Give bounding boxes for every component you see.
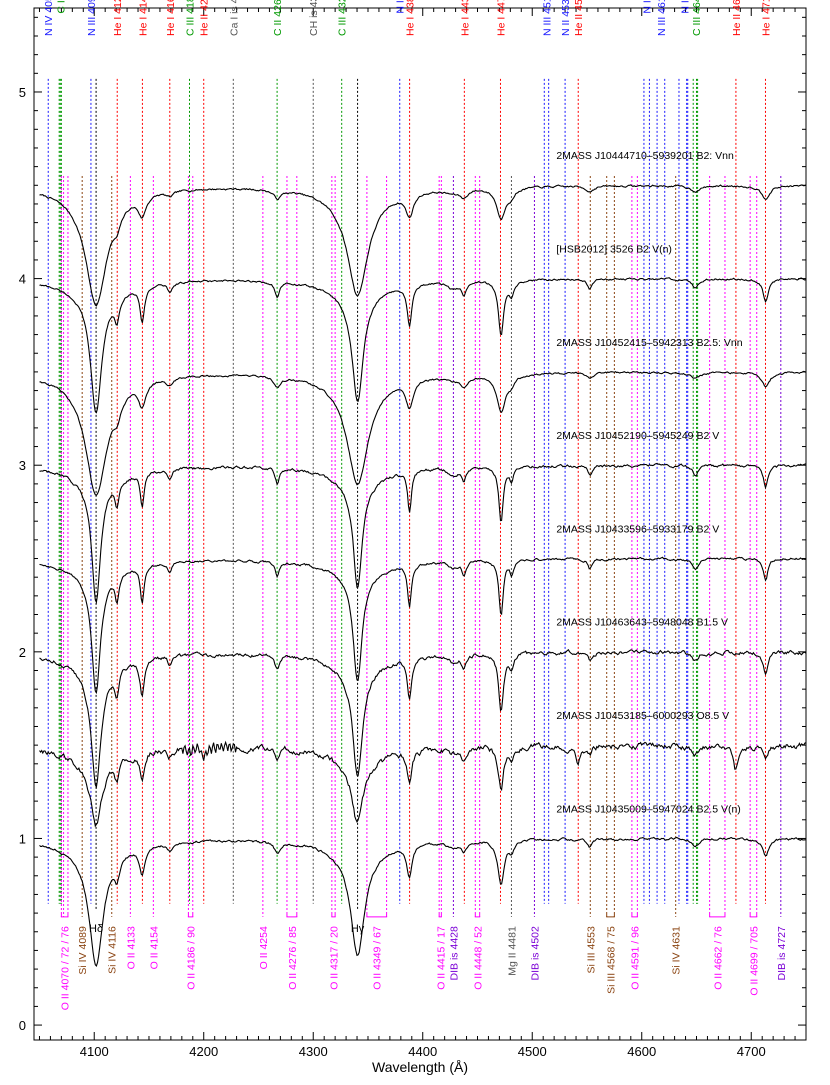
bottom-line-bracket — [187, 913, 194, 918]
top-line-label: He I 4388 — [405, 0, 417, 36]
spectrum-line — [39, 370, 807, 497]
spectrum-line — [39, 184, 807, 307]
bottom-line-label: O II 4254 — [258, 926, 270, 969]
balmer-line-label: Hγ — [351, 923, 365, 935]
bottom-line-bracket — [606, 913, 615, 918]
x-tick-label: 4300 — [299, 1044, 328, 1059]
bottom-line-bracket — [286, 913, 298, 918]
top-line-label: He I 4144 — [137, 0, 149, 36]
top-line-label: N IV 4058 — [43, 0, 55, 36]
x-tick-label: 4700 — [737, 1044, 766, 1059]
bottom-line-label: O II 4276 / 85 — [287, 926, 299, 990]
bottom-line-label: O II 4070 / 72 / 76 — [59, 926, 71, 1010]
bottom-line-label: DIB is 4502 — [529, 926, 541, 980]
top-line-label: N III 4097 — [86, 0, 98, 36]
top-line-label: C III 4326 — [337, 0, 349, 36]
x-axis-label: Wavelength (Å) — [372, 1059, 468, 1075]
y-tick-label: 0 — [19, 1018, 26, 1033]
bottom-line-label: Si III 4553 — [585, 926, 597, 973]
y-tick-label: 5 — [19, 85, 26, 100]
top-line-label: He I 4713 — [760, 0, 772, 36]
line-markers — [47, 78, 782, 918]
top-line-label: N III 4511 / 15 — [541, 0, 553, 36]
spectrum-label: 2MASS J10453185–6000293 O8.5 V — [556, 710, 729, 722]
bottom-line-label: O II 4699 / 705 — [748, 926, 760, 996]
top-line-label: Ca I is 4227 — [228, 0, 240, 36]
bottom-line-bracket — [709, 913, 726, 918]
spectrum-label: 2MASS J10452190–5945249 B2 V — [556, 430, 719, 442]
top-line-label: C II 4267 — [272, 0, 284, 36]
bottom-line-label: O II 4662 / 76 — [712, 926, 724, 990]
bottom-line-label: DIB is 4428 — [448, 926, 460, 980]
spectrum-line — [39, 836, 806, 967]
bottom-line-label: Si IV 4089 — [77, 926, 89, 975]
top-line-label: He I 4438 — [459, 0, 471, 36]
top-line-label: He II 4686 — [731, 0, 743, 36]
top-line-label: C III 4068 / 69 / 70 — [55, 0, 67, 14]
y-tick-label: 3 — [19, 458, 26, 473]
bottom-line-bracket — [366, 913, 388, 918]
bottom-line-label: Si III 4568 / 75 — [606, 926, 618, 994]
bottom-line-label: O II 4591 / 96 — [630, 926, 642, 990]
bottom-line-bracket — [438, 913, 442, 918]
y-tick-label: 4 — [19, 272, 26, 287]
spectrum-line — [39, 556, 807, 695]
top-line-label: N III 4634 / 41 / 42 — [679, 0, 691, 14]
bottom-line-label: Si IV 4631 — [671, 926, 683, 975]
axis-ticks: 4100 4200 4300 4400 4500 4600 4700 0 1 2 3 4 5 — [19, 8, 807, 1059]
top-line-label: N II 4530 — [560, 0, 572, 36]
line-labels: N IV 4058C III 4068 / 69 / 70 N III 4097 H… — [43, 0, 788, 1010]
y-tick-label: 1 — [19, 831, 26, 846]
top-line-label: CH is 4300 — [308, 0, 320, 36]
y-tick-label: 2 — [19, 645, 26, 660]
top-line-label: He II 4542 — [573, 0, 585, 36]
bottom-line-label: Mg II 4481 — [506, 926, 518, 976]
bottom-line-bracket — [474, 913, 481, 918]
bottom-line-bracket — [60, 913, 69, 918]
bottom-line-label: O II 4133 — [125, 926, 137, 969]
bottom-line-label: DIB is 4727 — [776, 926, 788, 980]
x-tick-label: 4600 — [627, 1044, 656, 1059]
spectrum-label: 2MASS J10463643–5948048 B1.5 V — [556, 617, 728, 629]
bottom-line-label: O II 4448 / 52 — [472, 926, 484, 990]
spectrum-line — [39, 277, 807, 414]
top-line-label: C III 4187 — [184, 0, 196, 36]
x-tick-label: 4200 — [189, 1044, 218, 1059]
top-line-label: He II 4200 — [199, 0, 211, 36]
top-line-label: C III 4647 / 50 / 51 — [691, 0, 703, 36]
bottom-line-bracket — [631, 913, 638, 918]
top-line-label: N III 4602 / 07 — [642, 0, 654, 14]
balmer-line-label: Hδ — [89, 923, 103, 935]
plot-frame — [33, 7, 807, 1041]
spectrum-line — [39, 462, 807, 605]
x-tick-label: 4500 — [518, 1044, 547, 1059]
bottom-line-label: O II 4154 — [148, 926, 160, 969]
top-line-label: N III 4379 — [395, 0, 407, 14]
spectra-series — [39, 184, 807, 967]
x-tick-label: 4100 — [80, 1044, 109, 1059]
bottom-line-label: O II 4317 / 20 — [328, 926, 340, 990]
spectrum-label: [HSB2012] 3526 B2 V(n) — [556, 243, 672, 255]
bottom-line-bracket — [331, 913, 336, 918]
bottom-line-label: Si IV 4116 — [107, 926, 119, 974]
top-line-label: He I 4121 — [112, 0, 124, 36]
spectrum-line — [39, 740, 807, 828]
top-line-label: He I 4471 — [495, 0, 507, 36]
bottom-line-bracket — [749, 913, 758, 918]
bottom-line-label: O II 4349 / 67 — [372, 926, 384, 990]
spectrum-line — [39, 649, 807, 790]
spectrum-label: 2MASS J10452415–5942313 B2.5: Vnn — [556, 337, 742, 349]
spectrum-label: 2MASS J10435009–5947024 B2.5 V(n) — [556, 803, 740, 815]
bottom-line-label: O II 4186 / 90 — [186, 926, 198, 990]
spectrum-label: 2MASS J10444710–5939201 B2: Vnn — [556, 150, 734, 162]
bottom-line-label: O II 4415 / 17 — [435, 926, 447, 990]
spectrum-label: 2MASS J10433596–5933179 B2 V — [556, 523, 719, 535]
top-line-label: He I 4169 — [165, 0, 177, 36]
top-line-label: N III 4614 / 21 — [656, 0, 668, 36]
x-tick-label: 4400 — [408, 1044, 437, 1059]
